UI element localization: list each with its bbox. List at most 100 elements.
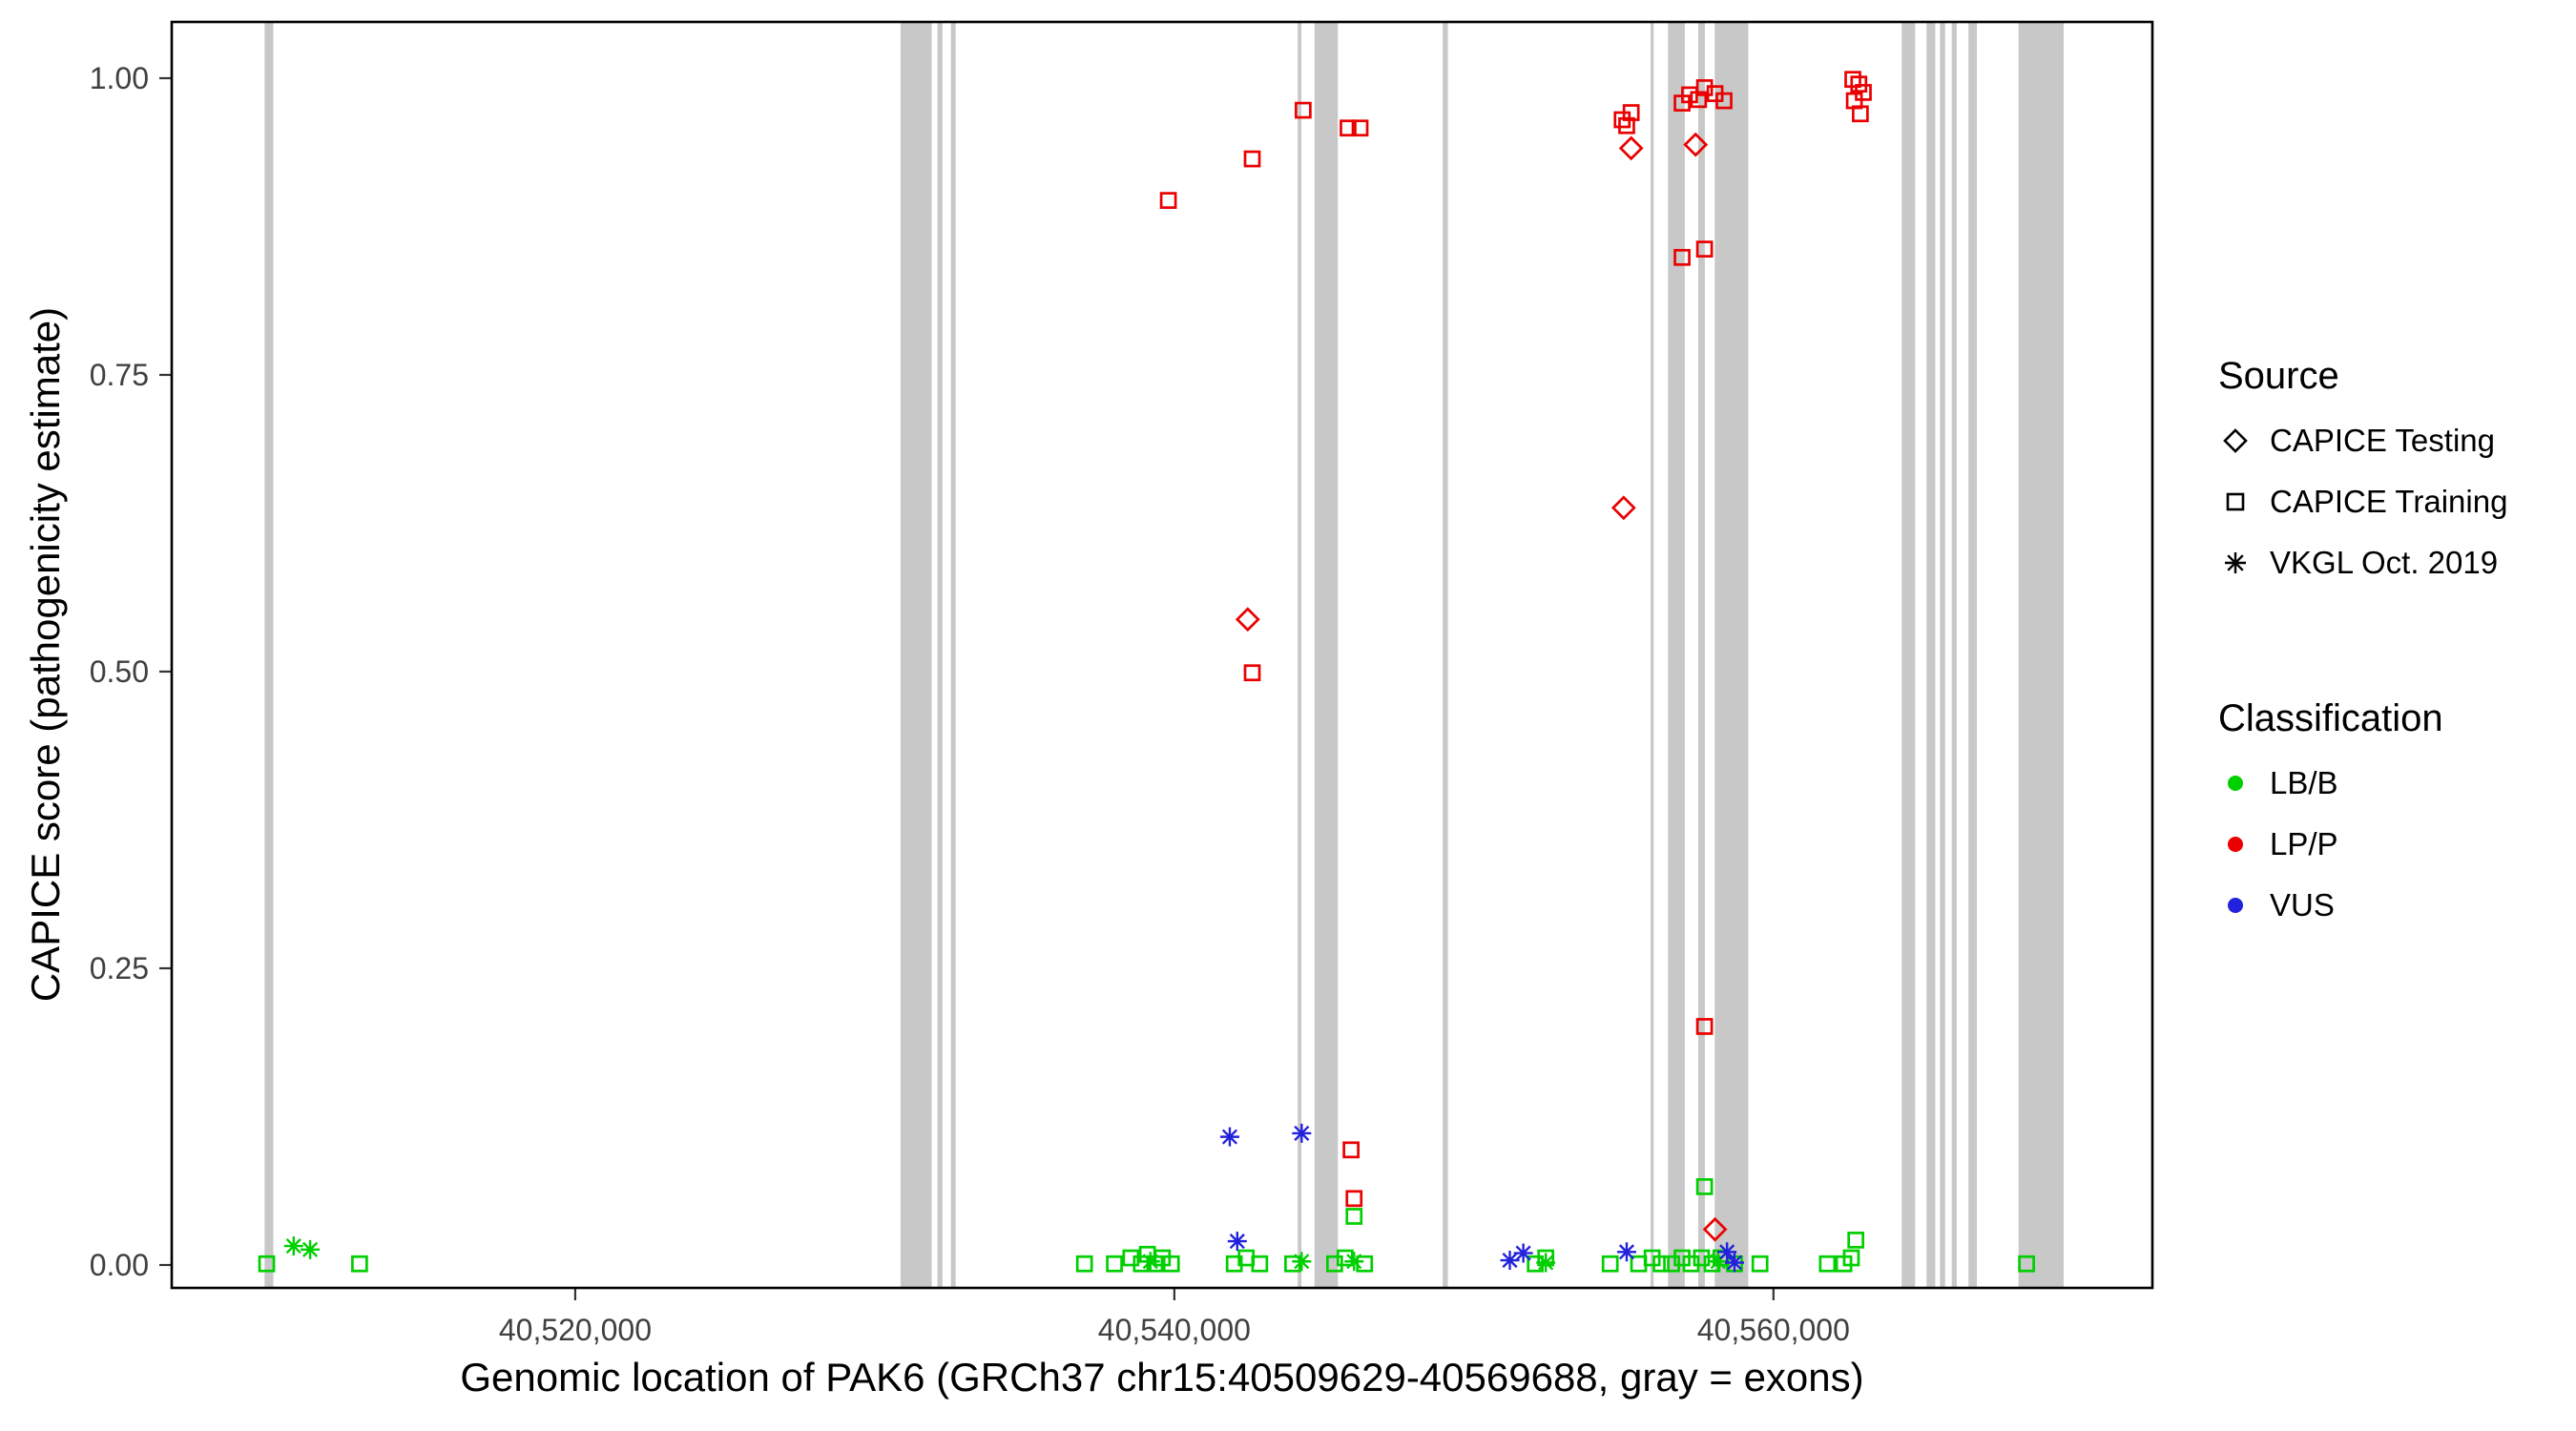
data-point xyxy=(258,1255,276,1273)
exon-bar xyxy=(1298,22,1301,1288)
legend-source-title: Source xyxy=(2218,355,2339,397)
blue-dot-icon xyxy=(2228,898,2243,913)
y-tick-label: 1.00 xyxy=(90,61,149,95)
square-icon xyxy=(2226,492,2245,511)
exon-bar xyxy=(1901,22,1916,1288)
data-point xyxy=(1622,104,1640,121)
data-point xyxy=(1695,1018,1714,1035)
green-dot-icon xyxy=(2228,776,2243,791)
exon-bar xyxy=(900,22,932,1288)
data-point xyxy=(283,1236,303,1256)
legend-item-capice-training: CAPICE Training xyxy=(2218,484,2571,520)
data-point xyxy=(1618,135,1644,161)
legend-classification-group: Classification LB/B LP/P VUS xyxy=(2218,697,2571,948)
data-point xyxy=(1336,1249,1354,1267)
data-point xyxy=(1345,1190,1363,1208)
exon-bar xyxy=(1940,22,1945,1288)
data-point xyxy=(1243,664,1261,682)
data-point xyxy=(1243,150,1261,168)
data-point xyxy=(1852,105,1869,123)
exon-bar xyxy=(1651,22,1654,1288)
legend-classification-title: Classification xyxy=(2218,697,2443,739)
legend-item-label: VKGL Oct. 2019 xyxy=(2270,545,2499,580)
data-point xyxy=(1717,1242,1737,1262)
exon-bar xyxy=(1443,22,1448,1288)
data-point xyxy=(1715,92,1733,110)
legend-item-lpp: LP/P xyxy=(2218,826,2571,862)
data-point xyxy=(1140,1252,1160,1272)
data-point xyxy=(1513,1243,1533,1263)
data-point xyxy=(1295,101,1312,119)
x-tick-label: 40,540,000 xyxy=(1098,1313,1251,1347)
legend-item-label: LP/P xyxy=(2270,826,2338,861)
y-tick-label: 0.75 xyxy=(90,358,149,392)
legend-item-label: CAPICE Training xyxy=(2270,484,2508,519)
data-point xyxy=(1162,1255,1180,1273)
exon-bar xyxy=(1698,22,1705,1288)
data-point xyxy=(1842,1249,1860,1267)
data-point xyxy=(1630,1255,1648,1273)
data-point xyxy=(1356,1255,1374,1273)
exon-bar xyxy=(1714,22,1749,1288)
data-point xyxy=(1351,119,1369,137)
data-point xyxy=(351,1255,368,1273)
data-point xyxy=(1818,1255,1837,1273)
exon-bar xyxy=(2018,22,2065,1288)
data-point xyxy=(1751,1255,1769,1273)
data-point xyxy=(301,1239,321,1259)
data-point xyxy=(1344,1252,1364,1272)
asterisk-icon xyxy=(2225,552,2246,573)
x-tick-label: 40,520,000 xyxy=(499,1313,652,1347)
legend-item-label: LB/B xyxy=(2270,765,2338,800)
data-point xyxy=(1708,1252,1728,1272)
data-point xyxy=(1075,1255,1093,1273)
data-point xyxy=(1345,1208,1363,1225)
data-point xyxy=(1292,1252,1312,1272)
exon-bar xyxy=(937,22,943,1288)
exon-bar xyxy=(1668,22,1685,1288)
exon-bar xyxy=(950,22,956,1288)
data-point xyxy=(1235,607,1260,633)
data-point xyxy=(1342,1141,1360,1159)
legend-source-group: Source CAPICE Testing CAPICE Training VK… xyxy=(2218,355,2571,606)
exon-bar xyxy=(264,22,274,1288)
data-point xyxy=(1725,1253,1745,1273)
legend-item-vus: VUS xyxy=(2218,887,2571,923)
data-point xyxy=(1847,1232,1865,1249)
exon-bar xyxy=(1951,22,1957,1288)
data-point xyxy=(1695,240,1714,258)
x-axis-title: Genomic location of PAK6 (GRCh37 chr15:4… xyxy=(460,1355,1864,1400)
data-point xyxy=(1292,1123,1312,1143)
exon-bar xyxy=(1968,22,1978,1288)
legend-item-capice-testing: CAPICE Testing xyxy=(2218,423,2571,459)
legend-item-label: CAPICE Testing xyxy=(2270,423,2495,458)
exon-bar xyxy=(1926,22,1936,1288)
data-point xyxy=(1601,1255,1619,1273)
legend-item-lbb: LB/B xyxy=(2218,765,2571,801)
data-point xyxy=(1652,1255,1670,1273)
data-point xyxy=(1106,1255,1123,1273)
data-point xyxy=(1500,1251,1520,1271)
data-point xyxy=(1673,248,1691,266)
data-point xyxy=(1610,495,1636,521)
legend-item-label: VUS xyxy=(2270,887,2335,923)
red-dot-icon xyxy=(2228,837,2243,852)
panel-border xyxy=(170,20,2154,1290)
data-point xyxy=(1695,1178,1714,1195)
diamond-icon xyxy=(2223,428,2248,453)
legend-item-vkgl: VKGL Oct. 2019 xyxy=(2218,545,2571,581)
data-point xyxy=(2018,1255,2035,1273)
data-point xyxy=(1536,1253,1556,1273)
exon-bar xyxy=(1314,22,1339,1288)
data-point xyxy=(1340,119,1357,137)
data-point xyxy=(1616,1242,1636,1262)
data-point xyxy=(1683,132,1709,157)
y-tick-label: 0.00 xyxy=(90,1248,149,1282)
y-tick-label: 0.25 xyxy=(90,951,149,985)
data-point xyxy=(1227,1232,1247,1252)
data-point xyxy=(1159,192,1177,209)
y-tick-label: 0.50 xyxy=(90,654,149,689)
data-point xyxy=(1702,1216,1728,1242)
y-axis-title: CAPICE score (pathogenicity estimate) xyxy=(23,306,68,1003)
